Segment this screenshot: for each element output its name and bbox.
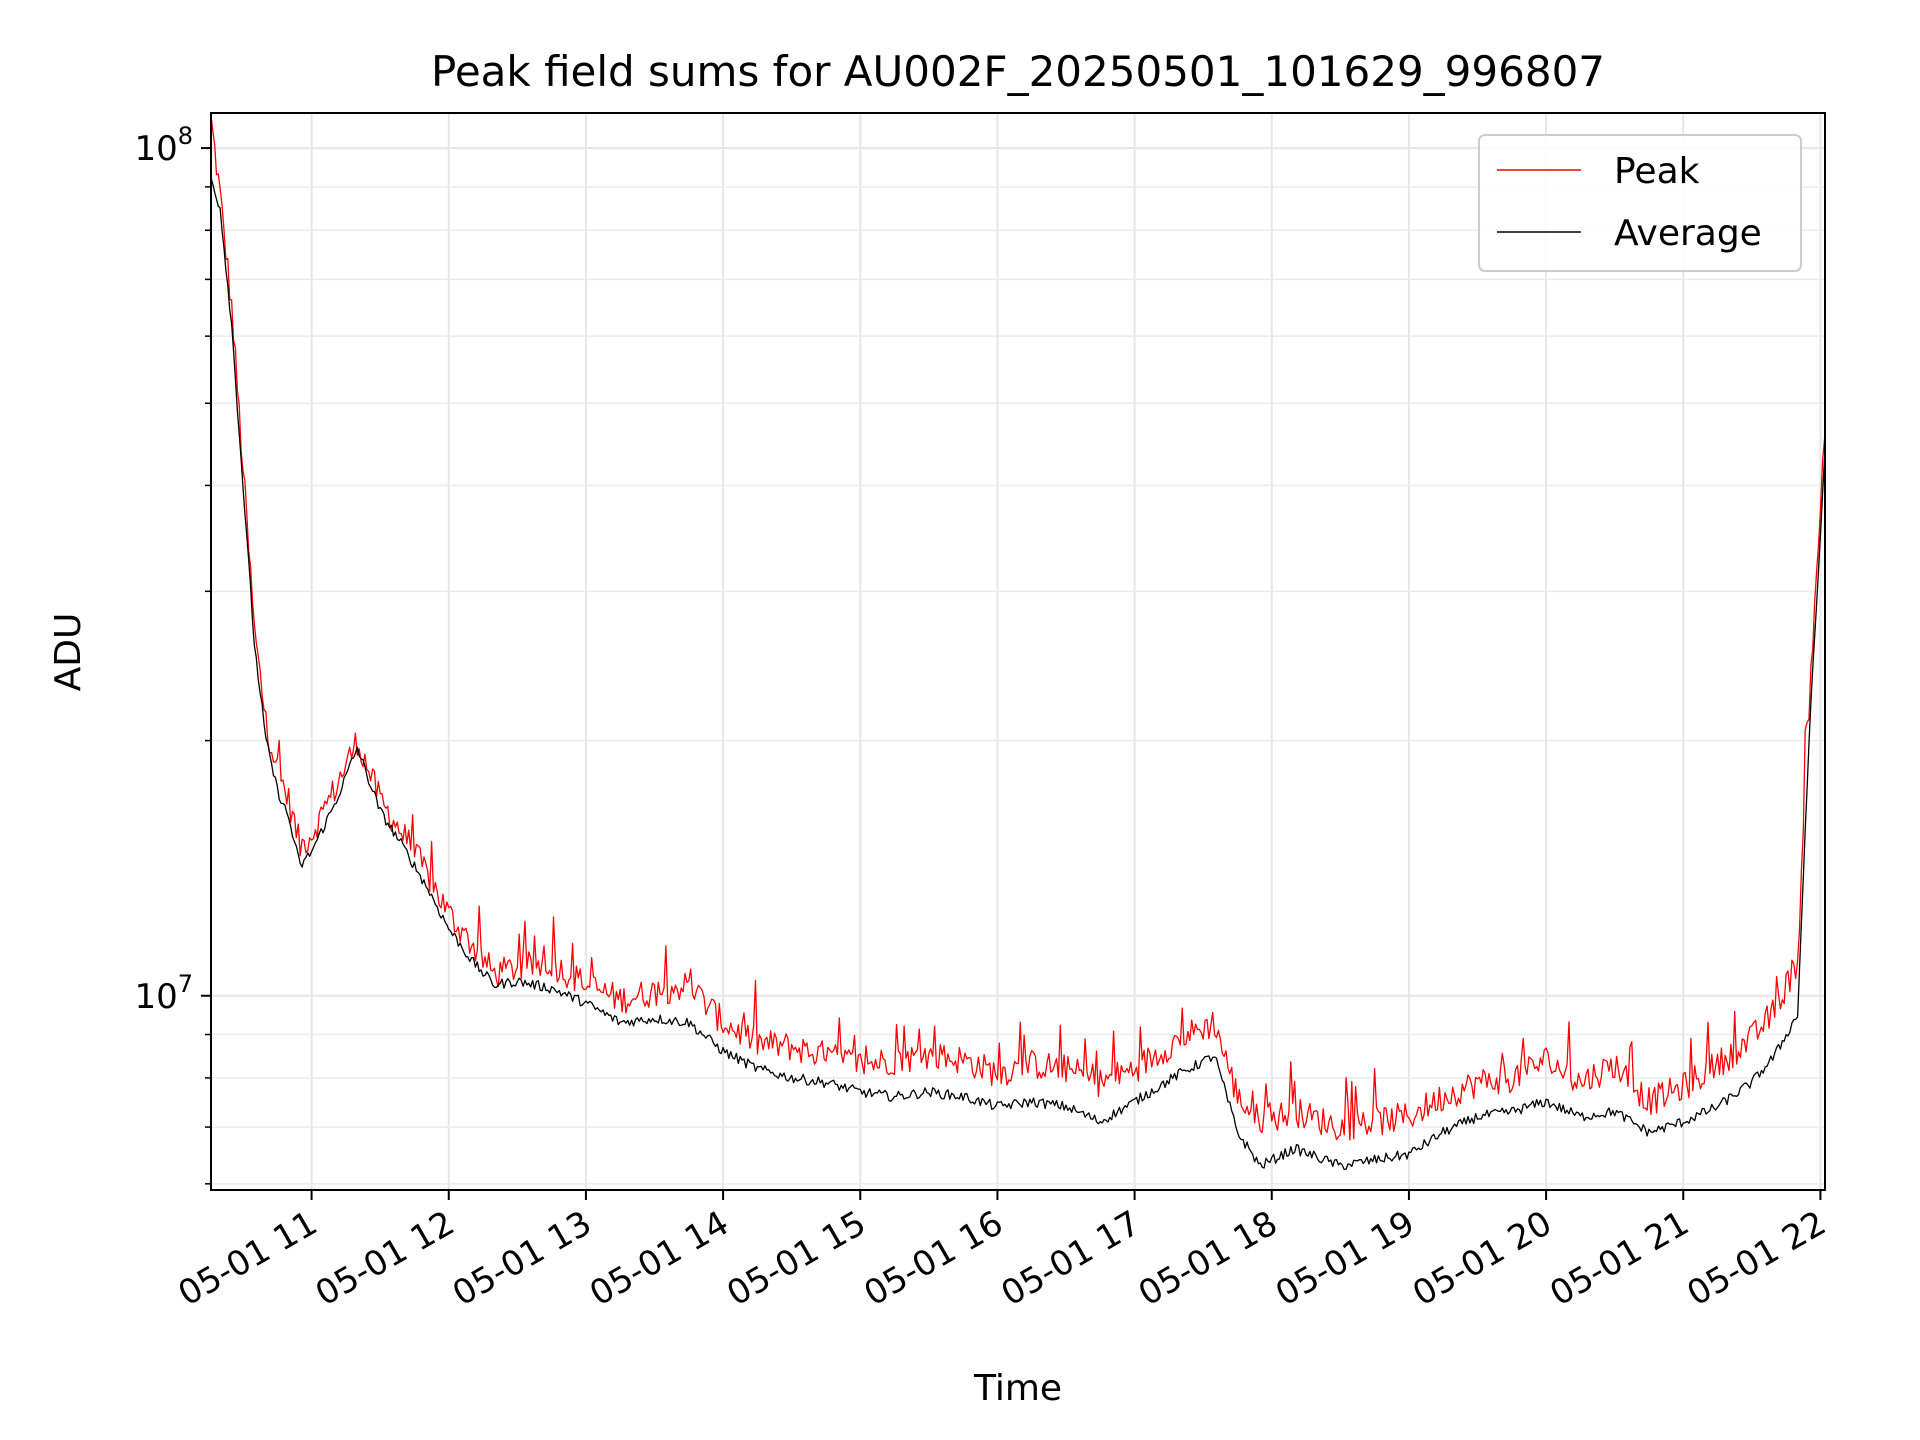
y-tick-label: 108 — [134, 122, 193, 169]
chart-title: Peak field sums for AU002F_20250501_1016… — [431, 47, 1605, 96]
y-tick-label: 107 — [134, 970, 193, 1017]
legend-box — [1478, 134, 1802, 272]
y-axis-label: ADU — [48, 613, 89, 692]
series-line-average — [210, 178, 1826, 1171]
legend-label-average: Average — [1614, 213, 1762, 254]
series-line-peak — [210, 115, 1826, 1141]
legend: Peak Average — [1478, 134, 1802, 272]
x-axis-label: Time — [973, 1368, 1062, 1409]
series-layer — [210, 115, 1826, 1171]
y-axis-ticks: 107 108 — [134, 122, 211, 1185]
plot-frame — [210, 112, 1826, 1191]
legend-label-peak: Peak — [1614, 151, 1700, 192]
